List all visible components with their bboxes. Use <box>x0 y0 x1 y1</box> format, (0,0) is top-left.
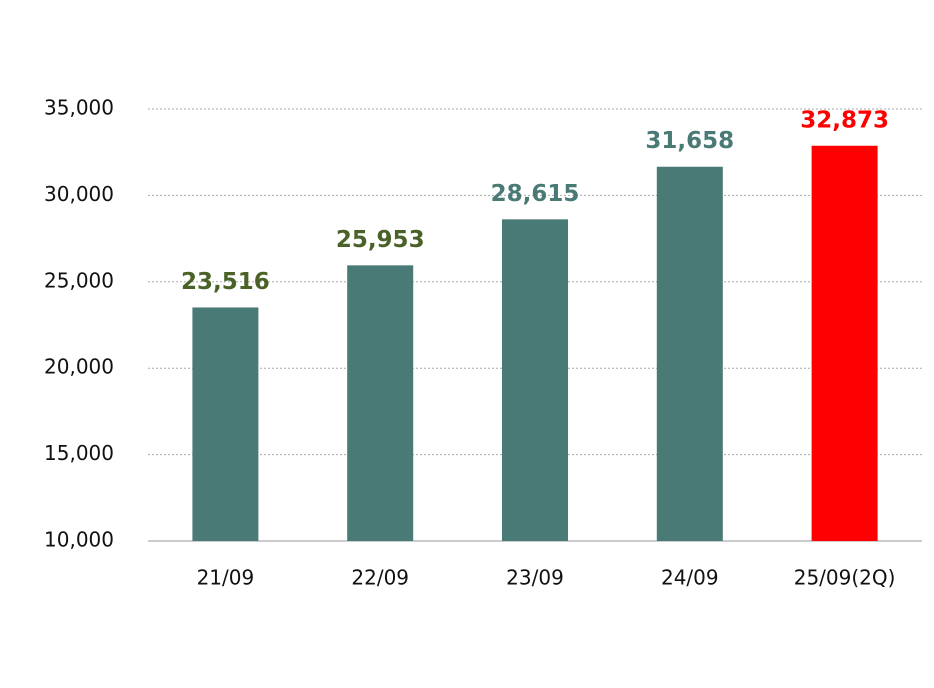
value-label: 23,516 <box>181 269 270 295</box>
value-label: 31,658 <box>645 128 734 154</box>
y-tick-label: 10,000 <box>44 528 114 552</box>
y-tick-label: 20,000 <box>44 355 114 379</box>
y-tick-label: 35,000 <box>44 96 114 120</box>
x-tick-label: 22/09 <box>351 566 409 590</box>
x-tick-label: 23/09 <box>506 566 564 590</box>
x-tick-label: 25/09(2Q) <box>794 566 896 590</box>
value-label: 32,873 <box>800 107 889 133</box>
bar <box>502 219 568 541</box>
bar <box>811 145 878 541</box>
bar <box>347 265 414 541</box>
x-tick-label: 21/09 <box>197 566 255 590</box>
x-tick-label: 24/09 <box>661 566 719 590</box>
value-label: 25,953 <box>336 227 425 253</box>
y-tick-label: 30,000 <box>44 182 114 206</box>
y-tick-label: 25,000 <box>44 268 114 292</box>
y-tick-label: 15,000 <box>44 441 114 465</box>
bar <box>656 166 723 541</box>
value-label: 28,615 <box>491 181 580 207</box>
bar <box>192 307 259 541</box>
